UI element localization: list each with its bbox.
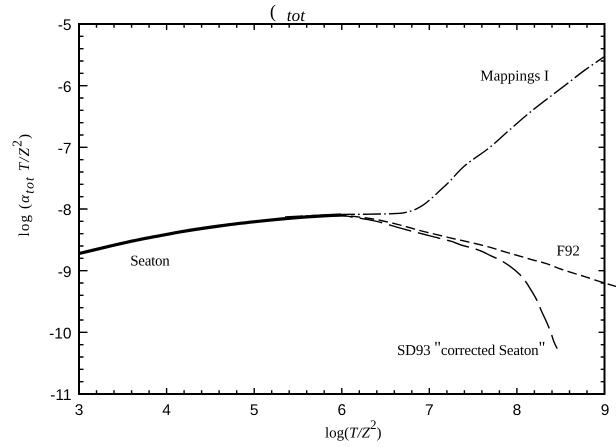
svg-text:9: 9 (601, 402, 610, 419)
svg-text:Seaton: Seaton (130, 253, 170, 269)
svg-text:-10: -10 (49, 325, 72, 342)
svg-text:-8: -8 (58, 202, 72, 219)
svg-text:F92: F92 (557, 244, 580, 260)
svg-text:6: 6 (337, 402, 346, 419)
svg-text:SD93 "corrected Seaton": SD93 "corrected Seaton" (397, 338, 545, 359)
svg-text:(: ( (270, 2, 276, 22)
svg-text:4: 4 (162, 402, 171, 419)
svg-text:Mappings I: Mappings I (480, 68, 549, 84)
svg-text:8: 8 (513, 402, 522, 419)
svg-text:tot: tot (287, 6, 306, 25)
svg-text:-5: -5 (58, 17, 72, 34)
svg-text:3: 3 (75, 402, 84, 419)
svg-text:-7: -7 (58, 140, 72, 157)
svg-text:5: 5 (250, 402, 259, 419)
svg-text:7: 7 (425, 402, 434, 419)
svg-text:-9: -9 (58, 264, 72, 281)
svg-text:-11: -11 (50, 387, 71, 404)
svg-text:-6: -6 (58, 79, 72, 96)
